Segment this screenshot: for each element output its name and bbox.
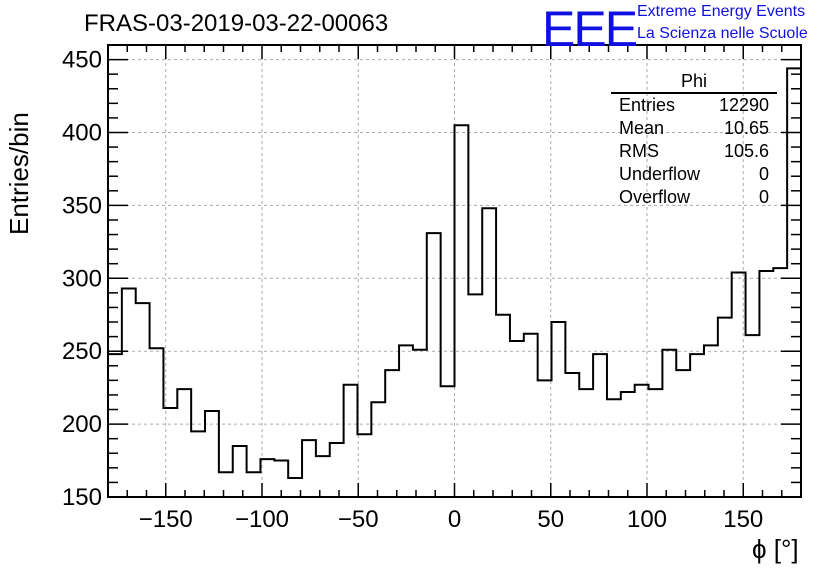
stats-value: 0 (758, 164, 769, 184)
histogram-bin (385, 370, 399, 497)
histogram-bin (108, 354, 122, 497)
stats-label: Underflow (619, 164, 701, 184)
histogram-bin (607, 399, 621, 497)
histogram-bin (441, 386, 455, 497)
stats-value: 105.6 (723, 141, 769, 161)
histogram-bin (690, 354, 704, 497)
tick-labels: −150 −100 −50 0 50 100 150 150 200 250 300 350 400 45… (62, 47, 763, 533)
histogram-bin (247, 472, 261, 497)
histogram-bin (773, 268, 787, 497)
histogram-bin (524, 334, 538, 497)
histogram-bin (593, 354, 607, 497)
histogram-bin (676, 370, 690, 497)
histogram-bin (662, 350, 676, 497)
stats-value: 0 (758, 187, 769, 207)
y-tick-label: 350 (62, 192, 102, 219)
histogram-bin (746, 335, 760, 497)
stats-label: RMS (619, 141, 659, 161)
stats-box: Phi Entries 12290 Mean 10.65 RMS 105.6 U… (611, 70, 777, 209)
histogram-bin (455, 125, 469, 497)
stats-row-mean: Mean 10.65 (611, 117, 777, 140)
histogram-bin (150, 348, 164, 497)
stats-label: Mean (619, 118, 665, 138)
y-tick-label: 450 (62, 47, 102, 74)
histogram-bin (219, 472, 233, 497)
histogram-bin (538, 380, 552, 497)
y-tick-label: 400 (62, 119, 102, 146)
histogram-bin (316, 456, 330, 497)
stats-value: 12290 (718, 95, 769, 115)
histogram-bin (704, 345, 718, 497)
stats-row-overflow: Overflow 0 (611, 186, 777, 209)
stats-label: Entries (619, 95, 676, 115)
x-tick-label: −50 (338, 506, 379, 533)
histogram-bin (718, 318, 732, 497)
stats-row-underflow: Underflow 0 (611, 163, 777, 186)
histogram-bin (136, 303, 150, 497)
histogram-bin (565, 373, 579, 497)
histogram-bin (191, 431, 205, 497)
x-tick-label: 150 (723, 506, 763, 533)
histogram-bin (177, 389, 191, 497)
histogram-bin (413, 350, 427, 497)
histogram-bin (468, 294, 482, 497)
chart-title: FRAS-03-2019-03-22-00063 (84, 10, 389, 37)
stats-value: 10.65 (723, 118, 769, 138)
x-tick-label: −100 (235, 506, 289, 533)
stats-label: Overflow (619, 187, 691, 207)
histogram-bin (552, 322, 566, 497)
y-axis-label: Entries/bin (4, 112, 34, 235)
x-tick-label: 50 (537, 506, 564, 533)
logo-line-1: Extreme Energy Events (637, 3, 806, 20)
axis-ticks (107, 44, 802, 498)
x-tick-label: 100 (627, 506, 667, 533)
x-tick-label: −150 (139, 506, 193, 533)
grid-lines (108, 45, 801, 498)
histogram-bin (302, 440, 316, 497)
x-axis-label: ϕ [°] (752, 534, 799, 564)
histogram-bin (635, 385, 649, 497)
histogram-outline (108, 67, 801, 480)
histogram-bin (427, 233, 441, 497)
y-tick-label: 150 (62, 484, 102, 511)
stats-name: Phi (611, 70, 777, 94)
histogram-bin (496, 315, 510, 497)
eee-logo: EEE (542, 1, 638, 57)
histogram-bin (122, 288, 136, 497)
histogram-bin (621, 392, 635, 497)
histogram-bin (330, 443, 344, 497)
histogram-bin (649, 389, 663, 497)
histogram-bin (510, 341, 524, 497)
y-tick-label: 250 (62, 338, 102, 365)
y-tick-label: 300 (62, 265, 102, 292)
histogram-bin (759, 271, 773, 497)
histogram-bin (371, 402, 385, 497)
histogram-bin (233, 446, 247, 497)
histogram-bin (732, 272, 746, 497)
histogram-bin (344, 385, 358, 497)
y-tick-label: 200 (62, 411, 102, 438)
stats-row-rms: RMS 105.6 (611, 140, 777, 163)
x-tick-label: 0 (448, 506, 461, 533)
stats-row-entries: Entries 12290 (611, 94, 777, 117)
histogram-bin (399, 345, 413, 497)
histogram-bin (357, 434, 371, 497)
logo-line-2: La Scienza nelle Scuole (637, 25, 808, 42)
histogram-bin (482, 208, 496, 497)
histogram-series (108, 67, 801, 497)
histogram-bin (579, 389, 593, 497)
